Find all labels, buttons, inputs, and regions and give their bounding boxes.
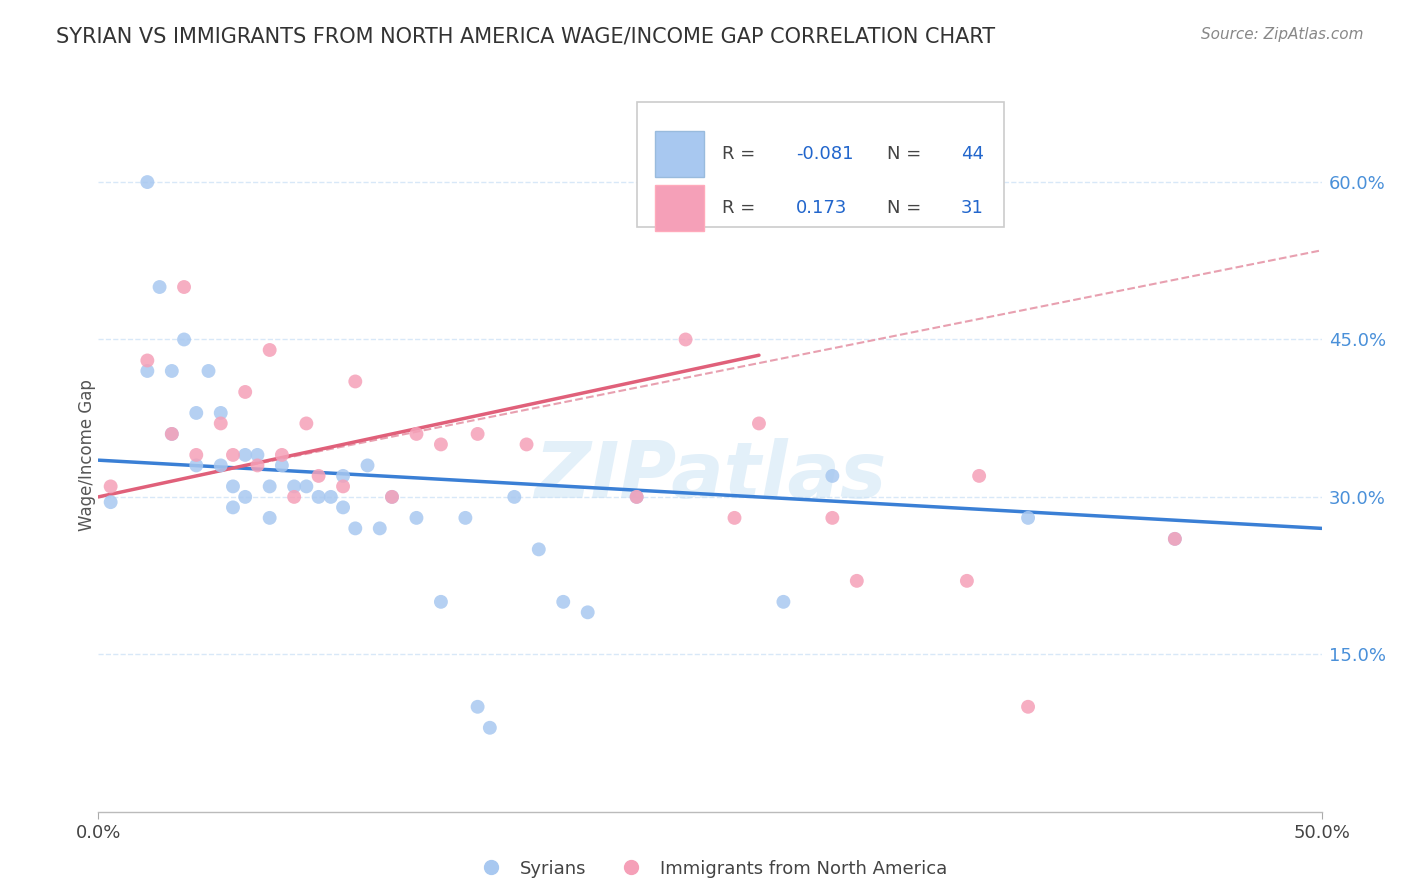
- Point: [1017, 699, 1039, 714]
- Point: [295, 479, 318, 493]
- Point: [454, 511, 477, 525]
- Point: [186, 448, 208, 462]
- Point: [283, 490, 305, 504]
- Point: [430, 595, 453, 609]
- Point: [270, 458, 294, 473]
- Point: [1164, 532, 1187, 546]
- Point: [209, 406, 232, 420]
- Text: -0.081: -0.081: [796, 145, 853, 163]
- Point: [332, 479, 354, 493]
- Point: [136, 175, 159, 189]
- Point: [160, 364, 183, 378]
- Point: [356, 458, 378, 473]
- Point: [100, 495, 122, 509]
- Text: N =: N =: [887, 145, 922, 163]
- Point: [246, 458, 269, 473]
- Point: [821, 511, 844, 525]
- Point: [1164, 532, 1187, 546]
- Point: [381, 490, 404, 504]
- Point: [967, 469, 990, 483]
- Point: [344, 375, 367, 389]
- Point: [405, 511, 427, 525]
- Point: [283, 479, 305, 493]
- Point: [821, 469, 844, 483]
- Point: [527, 542, 550, 557]
- Text: N =: N =: [887, 199, 922, 217]
- Point: [748, 417, 770, 431]
- Point: [308, 469, 330, 483]
- Point: [1017, 511, 1039, 525]
- Point: [478, 721, 501, 735]
- Text: ZIPatlas: ZIPatlas: [534, 438, 886, 515]
- Point: [259, 479, 281, 493]
- Point: [723, 511, 745, 525]
- Point: [332, 500, 354, 515]
- Text: SYRIAN VS IMMIGRANTS FROM NORTH AMERICA WAGE/INCOME GAP CORRELATION CHART: SYRIAN VS IMMIGRANTS FROM NORTH AMERICA …: [56, 27, 995, 46]
- Point: [246, 448, 269, 462]
- Point: [626, 490, 648, 504]
- Point: [467, 426, 489, 441]
- FancyBboxPatch shape: [637, 102, 1004, 227]
- Point: [467, 699, 489, 714]
- Point: [319, 490, 342, 504]
- Point: [233, 448, 256, 462]
- Point: [160, 426, 183, 441]
- Point: [675, 333, 697, 347]
- Point: [368, 521, 391, 535]
- Point: [344, 521, 367, 535]
- Point: [270, 448, 294, 462]
- Y-axis label: Wage/Income Gap: Wage/Income Gap: [79, 379, 96, 531]
- Point: [222, 448, 245, 462]
- Text: Source: ZipAtlas.com: Source: ZipAtlas.com: [1201, 27, 1364, 42]
- Text: 31: 31: [960, 199, 984, 217]
- Point: [430, 437, 453, 451]
- Point: [136, 353, 159, 368]
- Point: [576, 605, 599, 619]
- Legend: Syrians, Immigrants from North America: Syrians, Immigrants from North America: [465, 853, 955, 885]
- Point: [381, 490, 404, 504]
- Point: [405, 426, 427, 441]
- Point: [259, 511, 281, 525]
- Point: [149, 280, 172, 294]
- Point: [160, 426, 183, 441]
- FancyBboxPatch shape: [655, 185, 704, 231]
- Point: [173, 333, 195, 347]
- Point: [209, 458, 232, 473]
- Point: [308, 490, 330, 504]
- Point: [259, 343, 281, 357]
- Text: R =: R =: [723, 199, 755, 217]
- Point: [136, 364, 159, 378]
- Point: [222, 479, 245, 493]
- Text: 0.173: 0.173: [796, 199, 846, 217]
- Point: [186, 458, 208, 473]
- Point: [845, 574, 868, 588]
- Point: [956, 574, 979, 588]
- Point: [233, 490, 256, 504]
- Point: [332, 469, 354, 483]
- Point: [772, 595, 794, 609]
- Point: [553, 595, 575, 609]
- Point: [222, 500, 245, 515]
- Point: [197, 364, 219, 378]
- Point: [209, 417, 232, 431]
- Point: [233, 384, 256, 399]
- Text: 44: 44: [960, 145, 984, 163]
- Point: [100, 479, 122, 493]
- Text: R =: R =: [723, 145, 755, 163]
- Point: [295, 417, 318, 431]
- Point: [626, 490, 648, 504]
- Point: [186, 406, 208, 420]
- Point: [503, 490, 526, 504]
- Point: [515, 437, 537, 451]
- FancyBboxPatch shape: [655, 131, 704, 178]
- Point: [173, 280, 195, 294]
